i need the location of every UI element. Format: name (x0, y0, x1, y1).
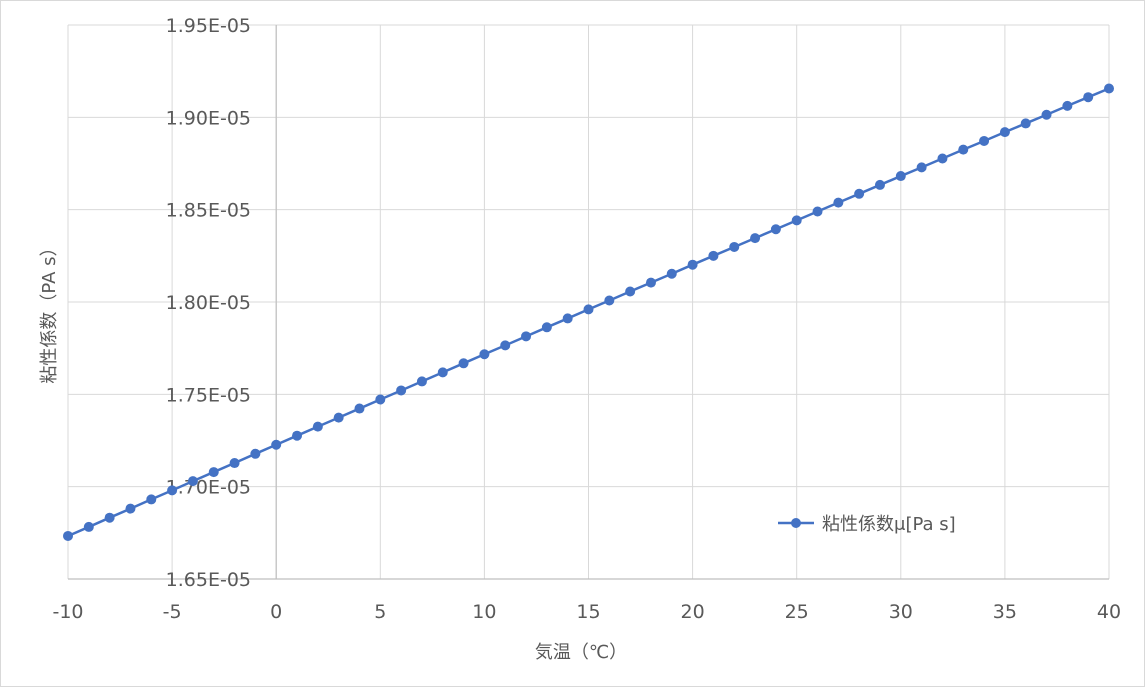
data-point (271, 439, 282, 450)
data-point (687, 259, 698, 270)
data-point (666, 268, 677, 279)
legend: 粘性係数μ[Pa s] (778, 514, 956, 535)
x-tick-label: 15 (576, 601, 600, 623)
x-tick-label: -10 (52, 601, 83, 623)
data-point (541, 322, 552, 333)
x-axis-ticks: -10 -5 0 5 10 15 20 25 30 35 40 (52, 601, 1121, 623)
data-point (416, 376, 427, 387)
data-point (604, 295, 615, 306)
data-point (458, 358, 469, 369)
data-point (125, 503, 136, 514)
data-point (396, 385, 407, 396)
data-point (292, 430, 303, 441)
data-point (312, 421, 323, 432)
legend-label: 粘性係数μ[Pa s] (822, 514, 956, 535)
data-point (729, 241, 740, 252)
data-point (229, 458, 240, 469)
x-axis-title: 気温（℃） (535, 642, 627, 663)
data-point (958, 144, 969, 155)
y-tick-label: 1.80E-05 (166, 292, 251, 314)
data-point (187, 476, 198, 487)
y-tick-label: 1.65E-05 (166, 569, 251, 591)
data-point (208, 467, 219, 478)
data-point (833, 197, 844, 208)
data-point (375, 394, 386, 405)
data-point (562, 313, 573, 324)
data-point (895, 171, 906, 182)
x-tick-label: 25 (785, 601, 809, 623)
data-point (916, 162, 927, 173)
data-point (583, 304, 594, 315)
data-point (625, 286, 636, 297)
series-group (63, 83, 1114, 541)
data-point (708, 250, 719, 261)
data-point (1041, 109, 1052, 120)
data-point (750, 233, 761, 244)
data-point (979, 135, 990, 146)
y-tick-label: 1.75E-05 (166, 384, 251, 406)
x-tick-label: 5 (374, 601, 386, 623)
data-point (354, 403, 365, 414)
data-point (104, 512, 115, 523)
data-point (770, 224, 781, 235)
data-point (437, 367, 448, 378)
data-point (854, 188, 865, 199)
data-point (146, 494, 157, 505)
x-tick-label: 10 (472, 601, 496, 623)
x-tick-label: 0 (270, 601, 282, 623)
x-tick-label: 35 (993, 601, 1017, 623)
x-tick-label: 30 (889, 601, 913, 623)
data-point (63, 530, 73, 541)
data-point (500, 340, 511, 351)
y-tick-label: 1.70E-05 (166, 477, 251, 499)
data-point (874, 179, 885, 190)
data-point (645, 277, 656, 288)
data-point (333, 412, 344, 423)
data-point (937, 153, 948, 164)
y-tick-label: 1.85E-05 (166, 200, 251, 222)
data-point (791, 215, 802, 226)
data-point (167, 485, 178, 496)
data-point (479, 349, 490, 360)
x-tick-label: -5 (163, 601, 182, 623)
data-point (999, 127, 1010, 138)
y-tick-label: 1.95E-05 (166, 15, 251, 37)
y-tick-label: 1.90E-05 (166, 107, 251, 129)
data-point (83, 521, 94, 532)
x-tick-label: 40 (1097, 601, 1121, 623)
data-point (250, 448, 261, 459)
legend-point-marker (791, 518, 801, 528)
data-point (1020, 118, 1031, 129)
y-axis-ticks: 1.65E-05 1.70E-05 1.75E-05 1.80E-05 1.85E-05… (166, 15, 251, 591)
y-axis-title: 粘性係数（PA s） (39, 238, 60, 383)
data-point (1062, 100, 1073, 111)
data-point (1104, 83, 1114, 94)
gridlines (67, 24, 1110, 580)
data-point (1083, 92, 1094, 103)
x-tick-label: 20 (681, 601, 705, 623)
data-point (812, 206, 823, 217)
data-point (521, 331, 532, 342)
